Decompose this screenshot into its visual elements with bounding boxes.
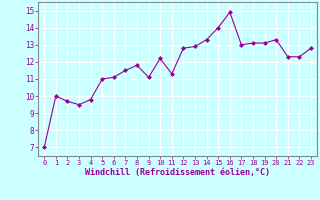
X-axis label: Windchill (Refroidissement éolien,°C): Windchill (Refroidissement éolien,°C)	[85, 168, 270, 177]
